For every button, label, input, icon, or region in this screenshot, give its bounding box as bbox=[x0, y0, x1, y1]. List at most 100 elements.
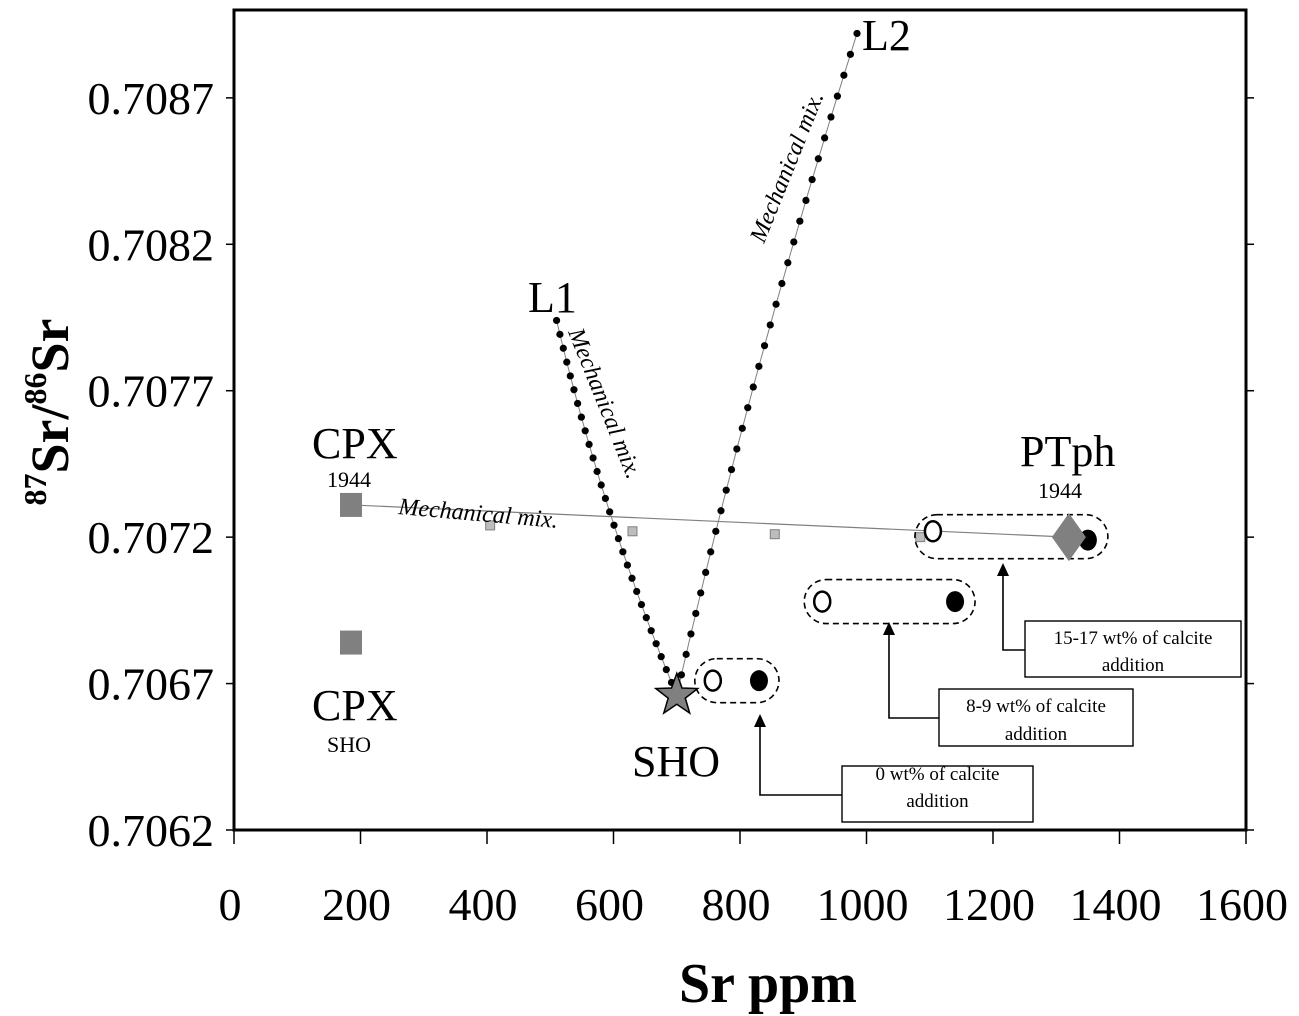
callout-box bbox=[841, 765, 1034, 823]
callout-box bbox=[938, 688, 1134, 747]
mixing-dot bbox=[687, 630, 695, 638]
calcite-group-outline bbox=[803, 578, 976, 625]
callout-arrow bbox=[1002, 573, 1025, 651]
mixing-dot bbox=[738, 424, 746, 432]
mixing-dot bbox=[802, 196, 810, 204]
mixing-dot bbox=[712, 527, 720, 535]
mixing-step-marker bbox=[915, 532, 926, 543]
mixing-dot bbox=[744, 404, 752, 412]
endmember-sublabel: SHO bbox=[327, 732, 371, 757]
mixing-dot bbox=[552, 316, 561, 325]
mixing-dot bbox=[585, 440, 593, 449]
mixing-dot bbox=[642, 614, 650, 622]
y-tick-label: 0.7072 bbox=[88, 512, 215, 563]
mixing-dot bbox=[559, 344, 567, 352]
mixing-dot bbox=[581, 427, 589, 435]
y-axis-title: 87Sr/86Sr bbox=[17, 318, 80, 505]
x-tick-label: 1200 bbox=[943, 879, 1035, 930]
mixing-label-horizontal: Mechanical mix. bbox=[396, 494, 559, 534]
x-tick-label: 1000 bbox=[817, 879, 909, 930]
mixing-dot bbox=[657, 653, 665, 661]
callout-arrowhead bbox=[883, 622, 895, 635]
callout-text: addition bbox=[1102, 655, 1165, 676]
mixing-dot bbox=[628, 574, 636, 582]
callout-text: 15-17 wt% of calcite bbox=[1054, 628, 1213, 649]
filled-point bbox=[946, 591, 965, 613]
mixing-dot bbox=[727, 465, 736, 474]
label-layer: 0 200 400 600 800 1000 1200 1400 1600 0.7062 0.706… bbox=[17, 11, 1288, 1015]
mixing-dot bbox=[833, 92, 841, 100]
y-tick-label: 0.7082 bbox=[88, 219, 215, 270]
mixing-step-marker bbox=[485, 520, 496, 531]
y-tick-label: 0.7062 bbox=[88, 805, 215, 856]
endmember-label: CPX bbox=[312, 681, 398, 730]
callout-text: addition bbox=[906, 791, 969, 812]
mixing-dot bbox=[766, 321, 774, 329]
callout-arrow bbox=[888, 632, 939, 719]
mixing-dot bbox=[755, 362, 763, 370]
y-axis-title-part: Sr/ bbox=[20, 404, 80, 474]
mixing-dot bbox=[853, 29, 861, 38]
mixing-dot bbox=[722, 486, 730, 494]
mixing-dot bbox=[633, 587, 641, 596]
mixing-dot bbox=[846, 50, 855, 58]
mixing-dot bbox=[790, 238, 798, 246]
y-axis-title-superscript: 86 bbox=[17, 372, 53, 404]
callout-text: 8-9 wt% of calcite bbox=[966, 696, 1106, 717]
mixing-dot bbox=[840, 71, 848, 79]
endmember-square bbox=[340, 492, 363, 517]
mixing-step-marker bbox=[769, 529, 780, 540]
endmember-star bbox=[653, 671, 700, 715]
mixing-dot bbox=[652, 640, 660, 648]
x-tick-label: 200 bbox=[322, 879, 391, 930]
mixing-dot bbox=[614, 534, 622, 543]
mixing-label-l2: Mechanical mix. bbox=[745, 88, 829, 247]
x-tick-label: 0 bbox=[219, 879, 242, 930]
mixing-dot bbox=[821, 134, 829, 142]
calcite-group-outline bbox=[694, 657, 780, 704]
mixing-dot bbox=[692, 609, 700, 618]
callout-arrow bbox=[759, 724, 842, 796]
mixing-dot bbox=[677, 671, 686, 679]
mixing-dot bbox=[623, 561, 632, 569]
mixing-dot bbox=[697, 589, 705, 597]
mixing-dot bbox=[597, 481, 605, 489]
mixing-dot bbox=[610, 521, 618, 529]
open-point bbox=[703, 669, 723, 692]
mixing-step-marker bbox=[627, 526, 638, 537]
mixing-dot bbox=[784, 259, 792, 267]
open-point bbox=[812, 590, 832, 613]
endmember-label: L2 bbox=[862, 11, 911, 60]
y-axis-title-superscript: 87 bbox=[17, 474, 53, 506]
endmember-label: SHO bbox=[632, 737, 720, 786]
mixing-dot bbox=[601, 494, 610, 503]
endmember-label: L1 bbox=[528, 273, 577, 322]
mixing-dot bbox=[637, 600, 646, 609]
callout-arrowhead bbox=[754, 714, 766, 727]
endmember-square bbox=[340, 630, 363, 655]
y-tick-label: 0.7067 bbox=[88, 659, 215, 710]
callout-text: addition bbox=[1005, 724, 1068, 745]
mixing-dot bbox=[647, 627, 655, 635]
mixing-line-l1-sho bbox=[556, 320, 678, 696]
calcite-group-outline bbox=[914, 513, 1109, 560]
mixing-dot bbox=[772, 300, 780, 308]
y-axis-title-part: Sr bbox=[20, 318, 80, 372]
callout-box bbox=[1024, 620, 1242, 678]
mixing-dot bbox=[707, 548, 715, 556]
mixing-dot bbox=[814, 155, 822, 163]
filled-point bbox=[749, 670, 768, 692]
mixing-dot bbox=[682, 650, 690, 658]
endmember-diamond bbox=[1051, 513, 1086, 562]
mixing-dot bbox=[593, 467, 601, 476]
mixing-dot bbox=[556, 330, 564, 338]
callout-arrowhead bbox=[997, 563, 1009, 576]
endmember-label: PTph bbox=[1020, 427, 1115, 476]
mixing-dot bbox=[606, 508, 614, 516]
mixing-dot bbox=[563, 358, 571, 366]
mixing-dot bbox=[749, 383, 757, 391]
mixing-dot bbox=[796, 217, 804, 225]
y-tick-label: 0.7077 bbox=[88, 366, 215, 417]
open-point bbox=[923, 520, 943, 543]
